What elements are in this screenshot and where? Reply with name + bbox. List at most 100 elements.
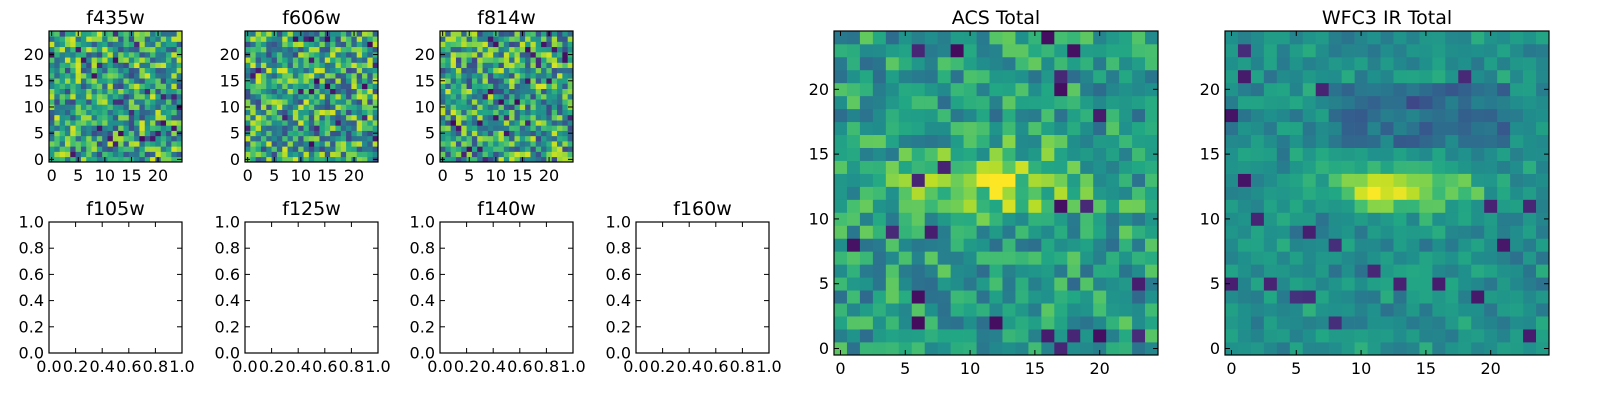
heatmap-cell — [308, 151, 315, 158]
heatmap-cell — [134, 135, 140, 142]
heatmap-cell — [255, 31, 262, 37]
heatmap-cell — [541, 141, 547, 147]
heatmap-cell — [1315, 329, 1330, 343]
heatmap-cell — [461, 57, 467, 63]
heatmap-cell — [525, 151, 531, 158]
heatmap-cell — [118, 46, 124, 53]
heatmap-cell — [134, 114, 140, 121]
heatmap-cell — [1225, 134, 1239, 148]
heatmap-cell — [118, 93, 124, 100]
heatmap-cell — [255, 93, 262, 100]
heatmap-cell — [128, 125, 135, 131]
heatmap-cell — [319, 125, 326, 131]
heatmap-cell — [245, 135, 251, 142]
heatmap-cell — [1225, 212, 1239, 226]
heatmap-cell — [898, 316, 913, 330]
heatmap-cell — [557, 41, 563, 48]
heatmap-cell — [525, 88, 531, 95]
heatmap-cell — [1237, 290, 1252, 304]
heatmap-cell — [276, 57, 283, 63]
heatmap-cell — [1354, 31, 1368, 45]
heatmap-cell — [1028, 173, 1042, 187]
heatmap-cell — [335, 135, 342, 142]
heatmap-cell — [859, 147, 874, 161]
heatmap-cell — [551, 72, 558, 79]
heatmap-cell — [292, 156, 299, 163]
heatmap-cell — [86, 41, 92, 48]
heatmap-cell — [139, 156, 146, 163]
heatmap-cell — [1393, 108, 1407, 123]
heatmap-cell — [471, 41, 478, 48]
heatmap-cell — [445, 109, 451, 116]
axes-frame — [833, 30, 1159, 356]
heatmap-cell — [134, 62, 140, 69]
heatmap-cell — [530, 125, 537, 131]
heatmap-cell — [1484, 238, 1498, 252]
heatmap-cell — [1354, 199, 1368, 213]
heatmap-cell — [70, 120, 76, 126]
heatmap-cell — [1445, 121, 1459, 136]
chart-title: ACS Total — [952, 7, 1040, 29]
heatmap-cell — [1093, 160, 1107, 174]
heatmap-cell — [123, 156, 130, 163]
heatmap-cell — [466, 67, 473, 74]
heatmap-cell — [1315, 303, 1330, 317]
heatmap-cell — [166, 51, 172, 58]
heatmap-cell — [1080, 147, 1094, 161]
heatmap-cell — [139, 114, 146, 121]
x-tick-label: 0.6 — [312, 357, 337, 376]
heatmap-cell — [1458, 251, 1472, 265]
heatmap-cell — [546, 46, 553, 53]
heatmap-cell — [271, 36, 278, 42]
heatmap-cell — [166, 93, 172, 100]
heatmap-cell — [1432, 290, 1446, 304]
heatmap-cell — [287, 99, 294, 105]
heatmap-cell — [86, 156, 92, 163]
y-tick-label: 0.0 — [215, 344, 240, 363]
heatmap-cell — [1419, 342, 1433, 356]
heatmap-cell — [351, 130, 358, 137]
heatmap-cell — [950, 290, 964, 304]
heatmap-cell — [898, 199, 913, 213]
heatmap-cell — [54, 83, 60, 89]
heatmap-cell — [1015, 342, 1029, 356]
heatmap-cell — [1536, 69, 1550, 84]
heatmap-cell — [1484, 121, 1498, 136]
heatmap-cell — [276, 135, 283, 142]
heatmap-cell — [950, 31, 964, 45]
heatmap-cell — [356, 62, 363, 69]
heatmap-cell — [1106, 173, 1120, 187]
heatmap-cell — [872, 199, 887, 213]
heatmap-cell — [340, 114, 347, 121]
heatmap-cell — [846, 160, 861, 174]
heatmap-cell — [64, 93, 71, 100]
x-tick-label: 0 — [47, 166, 57, 185]
heatmap-cell — [330, 120, 336, 126]
heatmap-cell — [493, 62, 499, 69]
heatmap-cell — [514, 62, 521, 69]
heatmap-cell — [450, 141, 457, 147]
heatmap-cell — [455, 93, 462, 100]
heatmap-cell — [937, 290, 951, 304]
heatmap-cell — [335, 88, 342, 95]
heatmap-cell — [1302, 251, 1317, 265]
heatmap-cell — [64, 99, 71, 105]
heatmap-cell — [1354, 95, 1368, 110]
heatmap-cell — [255, 146, 262, 152]
heatmap-cell — [1080, 212, 1094, 226]
heatmap-cell — [1406, 95, 1420, 110]
heatmap-cell — [91, 46, 98, 53]
heatmap-cell — [1328, 329, 1342, 343]
heatmap-cell — [166, 109, 172, 116]
heatmap-cell — [59, 120, 66, 126]
heatmap-cell — [1225, 329, 1239, 343]
heatmap-cell — [519, 57, 526, 63]
heatmap-cell — [963, 329, 977, 343]
heatmap-cell — [1497, 82, 1511, 97]
heatmap-cell — [1341, 43, 1355, 58]
heatmap-cell — [123, 57, 130, 63]
heatmap-cell — [250, 156, 256, 163]
heatmap-cell — [567, 72, 574, 79]
heatmap-cell — [271, 130, 278, 137]
heatmap-cell — [134, 130, 140, 137]
